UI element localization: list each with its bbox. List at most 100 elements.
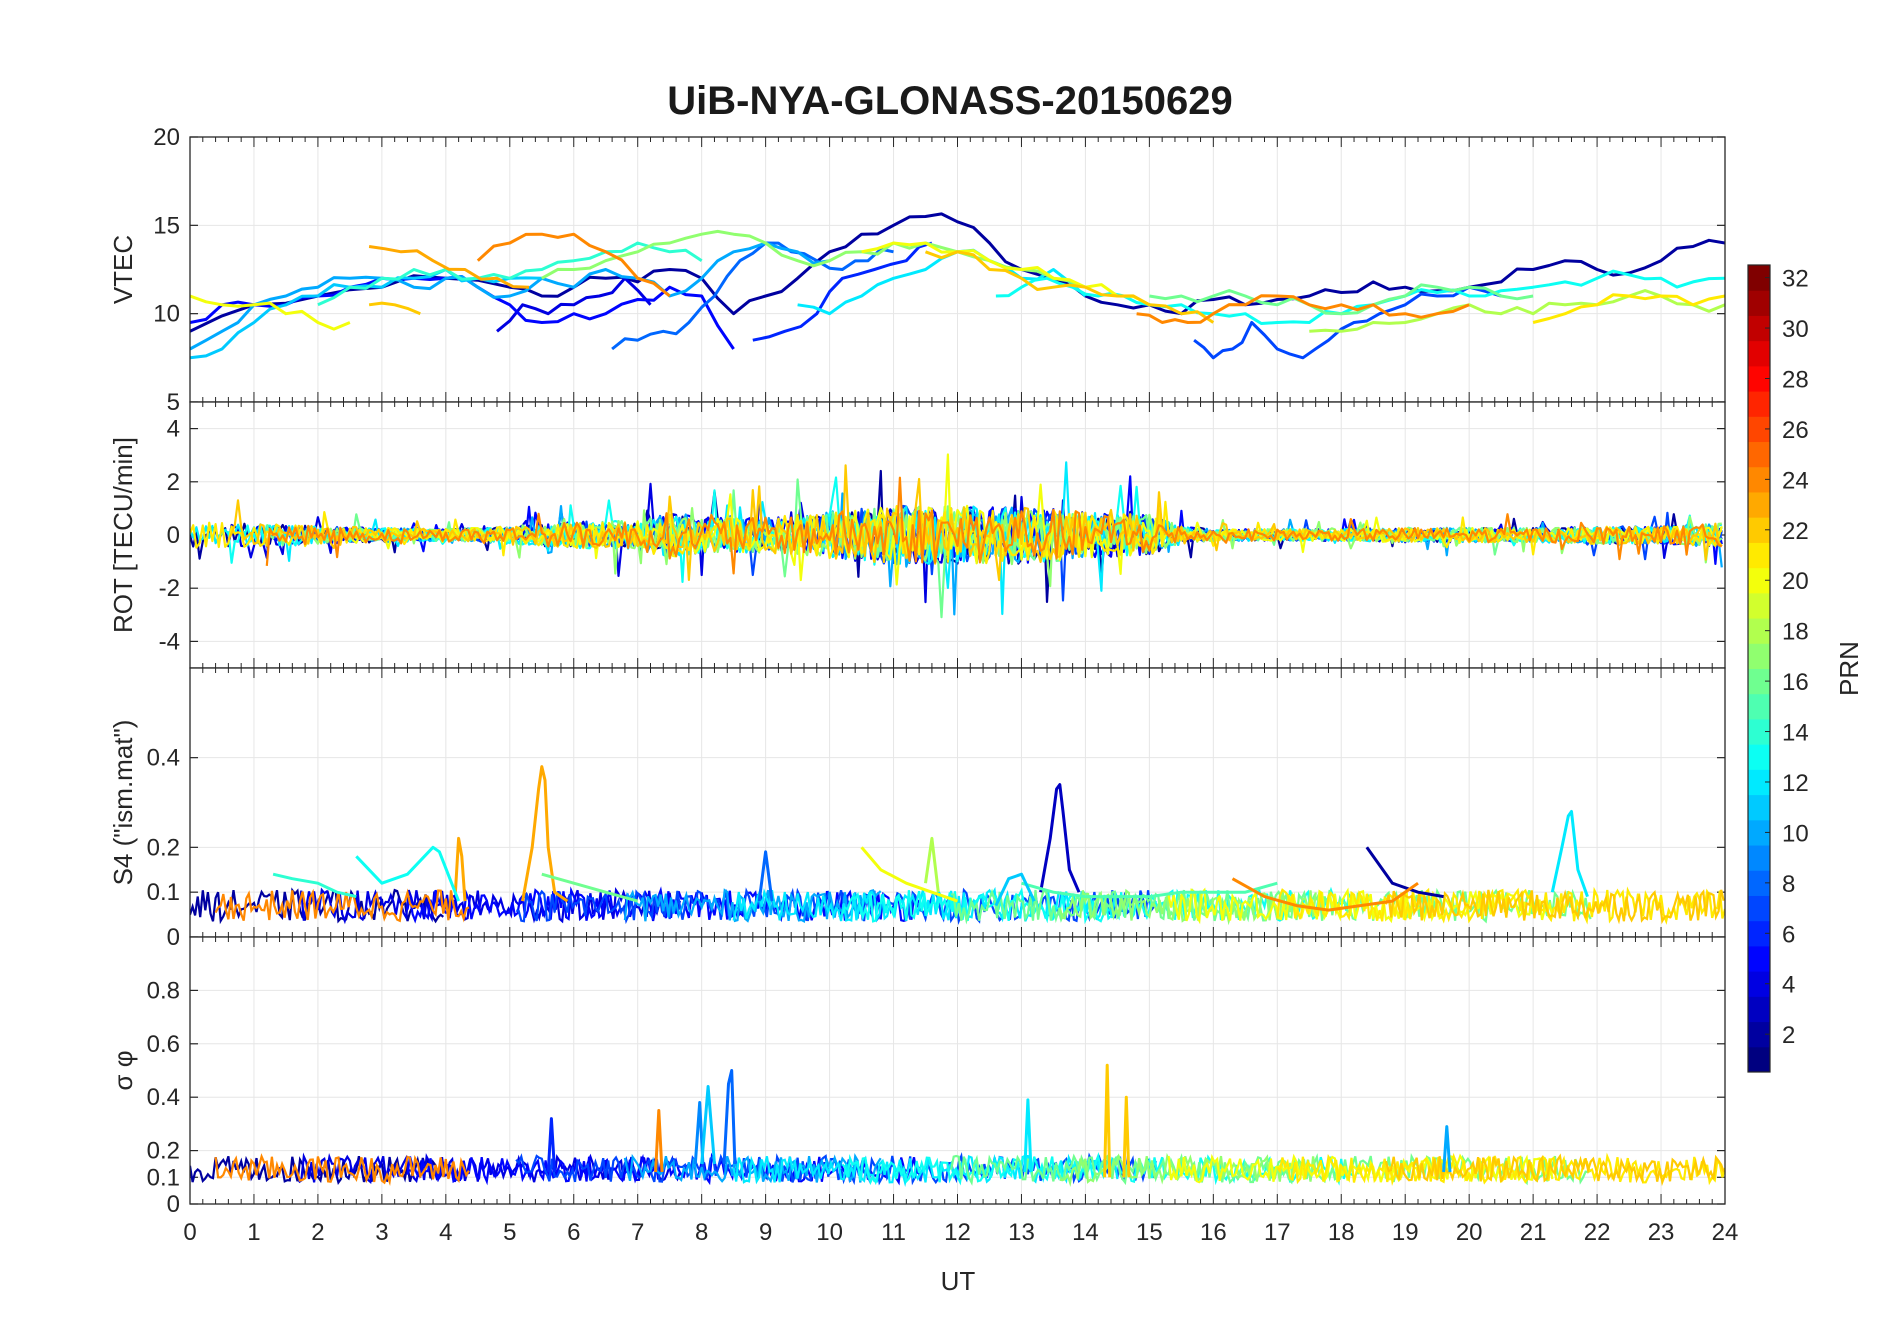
y-axis-label: ROT [TECU/min]	[108, 437, 138, 633]
x-tick-label: 21	[1520, 1219, 1547, 1246]
series-line-prn-2	[1365, 846, 1444, 899]
series-line-prn-16	[541, 872, 639, 903]
colorbar-segment	[1748, 416, 1770, 443]
colorbar-segment	[1748, 340, 1770, 367]
y-tick-label: -2	[159, 575, 180, 602]
series-line-prn-23	[521, 765, 569, 903]
rot-series-line	[227, 464, 1723, 582]
panel-4: 00.10.2 0.4 0.6 0.8 σ φ	[108, 936, 1726, 1218]
series-line-prn-10	[190, 241, 830, 351]
series-line-prn-13	[355, 845, 460, 902]
colorbar-segment	[1748, 693, 1770, 720]
series-line-prn-24	[1231, 877, 1419, 912]
colorbar-segment	[1748, 920, 1770, 947]
series-line-prn-24	[654, 1109, 664, 1173]
series-line-prn-22	[368, 301, 421, 316]
colorbar-tick-label: 32	[1782, 266, 1809, 293]
colorbar-segment	[1748, 1046, 1770, 1073]
colorbar-segment	[1748, 618, 1770, 644]
x-tick-label: 14	[1072, 1219, 1099, 1246]
series-line-prn-7	[1193, 285, 1502, 360]
y-tick-label: 0.2	[147, 834, 180, 861]
x-tick-label: 13	[1008, 1219, 1035, 1246]
colorbar-tick-label: 18	[1782, 619, 1809, 646]
series-line-prn-23	[368, 245, 530, 289]
panel-1: 5 10 15 20 VTEC	[108, 124, 1726, 416]
y-tick-label: 0.4	[147, 1084, 180, 1111]
series-line-prn-22	[1103, 1063, 1112, 1178]
baseline-series-line	[1276, 886, 1725, 925]
y-tick-label: 0.1	[147, 879, 180, 906]
colorbar-tick-label: 30	[1782, 316, 1809, 343]
data-layer	[190, 212, 1725, 360]
colorbar-segment	[1748, 845, 1770, 871]
y-tick-label: 0	[167, 1191, 180, 1218]
baseline-series-line	[1276, 1152, 1725, 1186]
data-layer	[190, 765, 1725, 926]
panel-2: -4 -2 0 2 4 ROT [TECU/min]	[108, 401, 1726, 669]
series-line-prn-10	[1442, 1125, 1452, 1173]
colorbar-segment	[1748, 996, 1770, 1023]
colorbar-segment	[1748, 945, 1770, 972]
x-tick-label: 12	[944, 1219, 971, 1246]
series-line-prn-9	[693, 1101, 705, 1165]
series-line-prn-22	[924, 250, 1215, 324]
x-tick-label: 23	[1648, 1219, 1675, 1246]
series-line-prn-15	[1021, 881, 1278, 899]
colorbar-segment	[1748, 265, 1770, 291]
colorbar-label: PRN	[1834, 641, 1864, 696]
y-tick-label: 0.6	[147, 1031, 180, 1058]
series-line-prn-11	[994, 872, 1036, 907]
baseline-series-line	[214, 888, 470, 923]
colorbar-segment	[1748, 643, 1770, 669]
x-tick-label: 4	[439, 1219, 452, 1246]
x-tick-label: 10	[816, 1219, 843, 1246]
x-tick-label: 24	[1712, 1219, 1739, 1246]
colorbar-segment	[1748, 542, 1770, 569]
colorbar-tick-label: 2	[1782, 1022, 1795, 1049]
series-line-prn-14	[317, 241, 703, 307]
colorbar-frame	[1747, 264, 1771, 1073]
x-tick-label: 3	[375, 1219, 388, 1246]
y-tick-label: -4	[159, 628, 180, 655]
series-line-prn-24	[476, 232, 671, 298]
y-tick-label: 5	[167, 389, 180, 416]
colorbar-segment	[1748, 668, 1770, 695]
series-line-prn-8	[757, 850, 774, 902]
colorbar-tick-label: 26	[1782, 417, 1809, 444]
series-line-prn-6	[546, 1117, 557, 1173]
baseline-series-line	[1384, 1153, 1725, 1187]
series-line-prn-22	[1122, 1095, 1131, 1178]
baseline-series-line	[1384, 889, 1725, 925]
series-line-prn-18	[924, 836, 940, 893]
series-line-prn-23	[453, 836, 467, 902]
colorbar-tick-label: 22	[1782, 518, 1809, 545]
y-axis-label: S4 ("ism.mat")	[108, 720, 138, 886]
colorbar-tick-label: 6	[1782, 921, 1795, 948]
y-tick-label: 0.4	[147, 745, 180, 772]
colorbar-tick-label: 14	[1782, 720, 1809, 747]
x-tick-label: 1	[247, 1219, 260, 1246]
x-tick-label: 19	[1392, 1219, 1419, 1246]
x-tick-label: 15	[1136, 1219, 1163, 1246]
colorbar-segment	[1748, 567, 1770, 594]
colorbar-segment	[1748, 466, 1770, 493]
y-tick-label: 0.2	[147, 1138, 180, 1165]
chart-title: UiB-NYA-GLONASS-20150629	[667, 79, 1232, 123]
y-tick-label: 0.8	[147, 977, 180, 1004]
series-line-prn-8	[611, 241, 894, 351]
x-tick-label: 16	[1200, 1219, 1227, 1246]
colorbar-segment	[1748, 744, 1770, 770]
colorbar-segment	[1748, 391, 1770, 417]
colorbar-segment	[1748, 365, 1770, 392]
colorbar-segment	[1748, 895, 1770, 922]
colorbar-segment	[1748, 718, 1770, 745]
colorbar-tick-label: 24	[1782, 467, 1809, 494]
y-tick-label: 20	[153, 124, 180, 151]
y-tick-label: 10	[153, 301, 180, 328]
x-tick-label: 11	[881, 1219, 906, 1246]
x-tick-label: 6	[567, 1219, 580, 1246]
y-axis-label: σ φ	[108, 1050, 138, 1090]
